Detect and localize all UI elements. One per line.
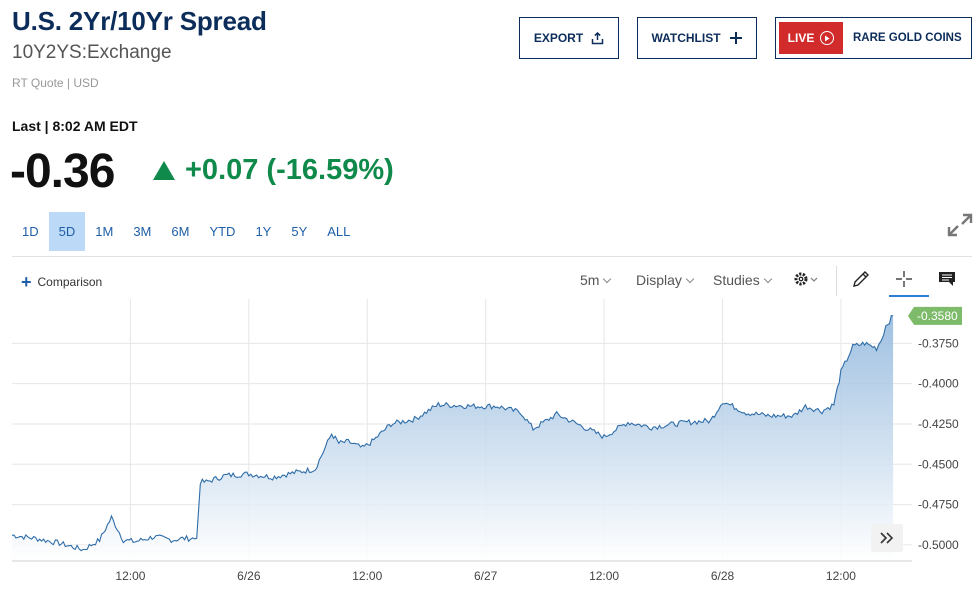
current-value-badge — [908, 306, 962, 325]
plus-icon: + — [21, 272, 32, 292]
crosshair-active-indicator — [889, 295, 929, 297]
comment-icon — [939, 272, 955, 286]
range-all[interactable]: ALL — [327, 224, 351, 239]
range-5y[interactable]: 5Y — [291, 224, 308, 239]
studies-dropdown[interactable]: Studies — [713, 272, 772, 288]
live-gold-coins-button[interactable]: LIVE RARE GOLD COINS — [775, 17, 972, 59]
play-icon — [820, 31, 835, 45]
y-tick-label: -0.3750 — [918, 336, 959, 350]
live-label: LIVE — [787, 31, 815, 45]
y-tick-label: -0.4750 — [918, 498, 959, 512]
expand-icon[interactable] — [946, 212, 974, 238]
settings-gear-icon — [794, 272, 818, 286]
x-tick-label: 6/28 — [711, 569, 735, 583]
watchlist-label: WATCHLIST — [651, 31, 721, 45]
quote-type-label: RT Quote | USD — [12, 76, 99, 90]
interval-label: 5m — [580, 272, 600, 288]
y-tick-label: -0.5000 — [918, 538, 959, 552]
crosshair-icon — [896, 271, 912, 287]
series-area — [12, 315, 894, 561]
settings-button[interactable] — [791, 266, 821, 292]
range-selector: 1D 5D 1M 3M 6M YTD 1Y 5Y ALL — [12, 212, 360, 251]
display-label: Display — [636, 272, 682, 288]
display-dropdown[interactable]: Display — [636, 272, 695, 288]
chevron-down-icon — [763, 274, 772, 283]
toolbar-divider — [836, 266, 837, 296]
double-chevron-right-icon — [880, 532, 894, 544]
series-line — [12, 314, 894, 552]
crosshair-button[interactable] — [889, 266, 919, 292]
change-value: +0.07 (-16.59%) — [185, 154, 394, 186]
watchlist-button[interactable]: WATCHLIST — [637, 17, 757, 59]
triangle-up-icon — [153, 161, 175, 180]
draw-pencil-icon — [853, 271, 869, 287]
x-tick-label: 12:00 — [826, 569, 856, 583]
range-1m[interactable]: 1M — [95, 224, 114, 239]
range-5d[interactable]: 5D — [48, 212, 86, 251]
last-price: -0.36 — [10, 145, 115, 198]
x-tick-label: 6/26 — [237, 569, 261, 583]
draw-button[interactable] — [846, 266, 876, 292]
x-tick-label: 12:00 — [589, 569, 619, 583]
plus-icon — [729, 32, 742, 44]
current-value-label: -0.3580 — [917, 309, 958, 323]
range-1y[interactable]: 1Y — [255, 224, 272, 239]
range-ytd[interactable]: YTD — [209, 224, 236, 239]
x-tick-label: 6/27 — [474, 569, 498, 583]
range-1d[interactable]: 1D — [22, 224, 39, 239]
price-chart[interactable]: -0.3750 -0.4000 -0.4250 -0.4500 -0.4750 -0.50… — [12, 299, 972, 585]
y-tick-label: -0.4000 — [918, 377, 959, 391]
share-upload-icon — [591, 31, 604, 44]
interval-dropdown[interactable]: 5m — [580, 272, 612, 288]
live-badge: LIVE — [779, 22, 843, 54]
y-tick-label: -0.4250 — [918, 417, 959, 431]
range-3m[interactable]: 3M — [133, 224, 152, 239]
y-tick-label: -0.4500 — [918, 457, 959, 471]
page-title: U.S. 2Yr/10Yr Spread — [12, 6, 267, 36]
comparison-label: Comparison — [37, 275, 103, 289]
comparison-button[interactable]: + Comparison — [21, 272, 103, 292]
x-tick-label: 12:00 — [115, 569, 145, 583]
price-change: +0.07 (-16.59%) — [153, 154, 394, 187]
x-tick-label: 12:00 — [352, 569, 382, 583]
export-button[interactable]: EXPORT — [519, 17, 619, 59]
chevron-down-icon — [603, 274, 612, 283]
live-promo-label: RARE GOLD COINS — [853, 32, 962, 44]
studies-label: Studies — [713, 272, 760, 288]
scroll-to-latest-button[interactable] — [871, 524, 903, 552]
comment-button[interactable] — [932, 266, 962, 292]
last-updated-label: Last | 8:02 AM EDT — [12, 118, 138, 134]
range-6m[interactable]: 6M — [171, 224, 190, 239]
chevron-down-icon — [685, 274, 695, 283]
export-label: EXPORT — [533, 31, 584, 45]
divider — [12, 256, 972, 257]
symbol-label: 10Y2YS:Exchange — [12, 42, 172, 63]
